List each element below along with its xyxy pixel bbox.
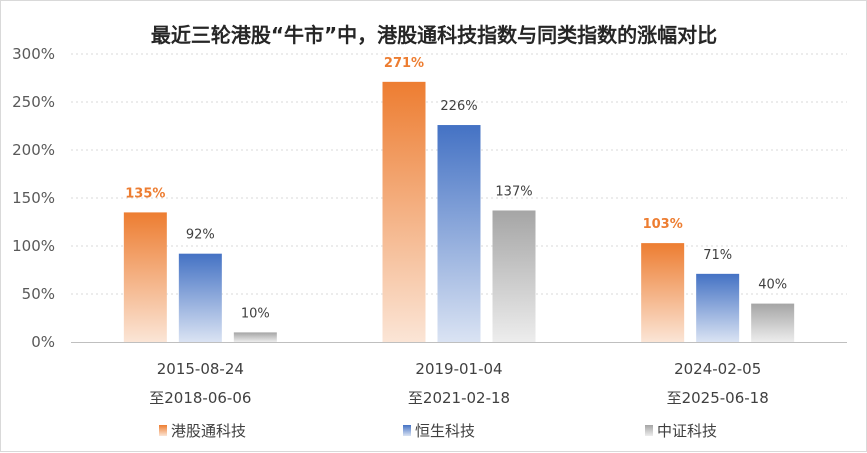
x-tick-label: 2024-02-05 [674,360,761,378]
y-tick-label: 100% [12,237,55,255]
x-tick-label: 至2021-02-18 [408,389,510,407]
data-label: 71% [703,248,732,263]
bars [123,81,795,342]
bar-1-1 [437,125,481,342]
x-tick-label: 2019-01-04 [415,360,502,378]
bar-2-0 [233,332,277,342]
y-tick-label: 150% [12,189,55,207]
y-tick-label: 0% [31,333,55,351]
data-label: 92% [186,228,215,243]
data-label: 226% [440,99,477,114]
x-tick-label: 至2025-06-18 [667,389,769,407]
y-tick-label: 300% [12,45,55,63]
data-label: 103% [643,217,683,232]
legend-swatch [403,425,411,436]
y-tick-label: 250% [12,93,55,111]
bar-2-1 [492,210,536,342]
y-tick-label: 200% [12,141,55,159]
data-label: 135% [125,186,165,201]
y-tick-label: 50% [22,285,55,303]
data-label: 271% [384,56,424,71]
legend-swatch [645,425,653,436]
bar-0-2 [641,243,685,342]
data-label: 40% [758,278,787,293]
bar-2-2 [751,303,795,342]
chart-title: 最近三轮港股“牛市”中，港股通科技指数与同类指数的涨幅对比 [151,23,717,47]
category-labels: 2015-08-24 至2018-06-06 2019-01-04 至2021-02-… [149,360,769,407]
data-label: 10% [241,306,270,321]
x-tick-label: 至2018-06-06 [149,389,251,407]
bar-1-2 [696,273,740,342]
bar-0-0 [123,212,167,342]
bar-1-0 [178,253,222,342]
x-tick-label: 2015-08-24 [157,360,244,378]
legend-label: 中证科技 [657,422,717,440]
data-labels: 135% 92% 10% 271% 226% 137% 103% 71% 40% [125,56,787,322]
legend-label: 恒生科技 [415,422,475,440]
legend-swatch [159,425,167,436]
y-axis-ticks: 0% 50% 100% 150% 200% 250% 300% [12,45,55,351]
bar-0-1 [382,81,426,342]
data-label: 137% [495,184,532,199]
legend-label: 港股通科技 [171,422,246,440]
legend: 港股通科技 恒生科技 中证科技 [159,422,717,440]
